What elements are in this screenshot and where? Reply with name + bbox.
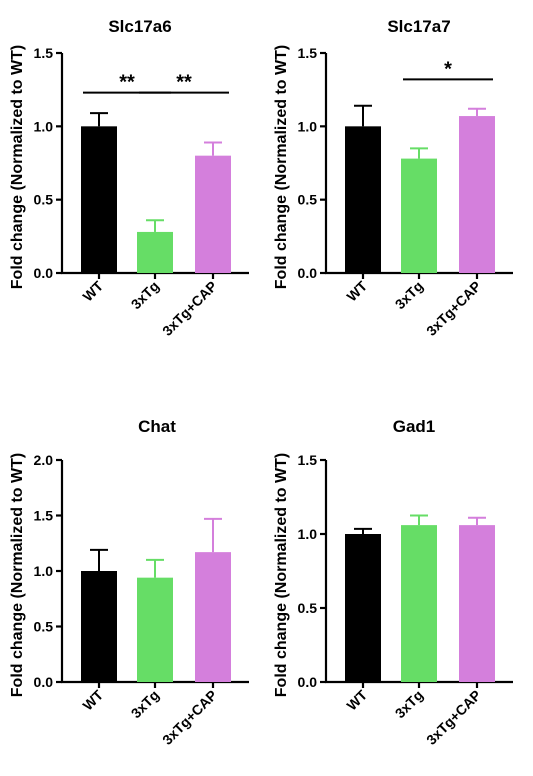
y-tick-label: 1.5 bbox=[298, 45, 318, 61]
significance-label: * bbox=[444, 58, 452, 80]
x-tick-label: 3xTg+CAP bbox=[159, 278, 220, 339]
bar-3xTg bbox=[401, 158, 437, 273]
bar-3xTg+CAP bbox=[459, 116, 495, 273]
y-tick-label: 1.5 bbox=[298, 452, 318, 468]
bar-WT bbox=[345, 126, 381, 273]
chart-panel-0: Slc17a6 Fold change (Normalized to WT) 0.0… bbox=[9, 17, 249, 339]
y-tick-label: 1.0 bbox=[34, 118, 54, 134]
x-tick-label: 3xTg+CAP bbox=[423, 687, 484, 748]
bar-WT bbox=[81, 126, 117, 273]
y-axis-label: Fold change (Normalized to WT) bbox=[9, 453, 26, 697]
bar-3xTg bbox=[137, 231, 173, 273]
y-axis-label: Fold change (Normalized to WT) bbox=[273, 453, 290, 697]
y-tick-label: 1.5 bbox=[34, 45, 54, 61]
x-tick-label: 3xTg+CAP bbox=[423, 278, 484, 339]
y-tick-label: 0.5 bbox=[34, 619, 54, 635]
y-tick-label: 0.5 bbox=[298, 600, 318, 616]
y-tick-label: 2.0 bbox=[34, 452, 54, 468]
y-tick-label: 0.5 bbox=[298, 192, 318, 208]
chart-panel-1: Slc17a7 Fold change (Normalized to WT) 0.0… bbox=[273, 17, 513, 339]
bar-3xTg+CAP bbox=[195, 552, 231, 682]
y-tick-label: 0.0 bbox=[34, 674, 54, 690]
y-tick-label: 1.0 bbox=[34, 563, 54, 579]
y-axis-label: Fold change (Normalized to WT) bbox=[273, 45, 290, 289]
y-axis-label: Fold change (Normalized to WT) bbox=[9, 45, 26, 289]
chart-panel-2: Chat Fold change (Normalized to WT) 0.0 0.5… bbox=[9, 417, 249, 748]
chart-title: Gad1 bbox=[393, 417, 436, 436]
x-tick-label: 3xTg+CAP bbox=[159, 687, 220, 748]
bar-3xTg+CAP bbox=[459, 525, 495, 682]
bar-WT bbox=[345, 534, 381, 682]
y-tick-label: 0.0 bbox=[34, 265, 54, 281]
significance-label: ** bbox=[176, 72, 192, 94]
bar-3xTg bbox=[401, 525, 437, 682]
bar-WT bbox=[81, 571, 117, 682]
chart-title: Slc17a7 bbox=[387, 17, 450, 36]
y-tick-label: 0.0 bbox=[298, 674, 318, 690]
x-tick-label: 3xTg bbox=[128, 687, 162, 721]
x-tick-label: 3xTg bbox=[392, 687, 426, 721]
y-tick-label: 1.0 bbox=[298, 526, 318, 542]
y-tick-label: 1.5 bbox=[34, 508, 54, 524]
bar-3xTg bbox=[137, 577, 173, 682]
x-tick-label: 3xTg bbox=[128, 278, 162, 312]
x-tick-label: WT bbox=[343, 686, 370, 713]
chart-title: Chat bbox=[138, 417, 176, 436]
x-tick-label: 3xTg bbox=[392, 278, 426, 312]
x-tick-label: WT bbox=[79, 686, 106, 713]
y-tick-label: 0.0 bbox=[298, 265, 318, 281]
bar-3xTg+CAP bbox=[195, 155, 231, 273]
chart-panel-3: Gad1 Fold change (Normalized to WT) 0.0 0.5… bbox=[273, 417, 513, 748]
significance-label: ** bbox=[119, 72, 135, 94]
x-tick-label: WT bbox=[79, 277, 106, 304]
x-tick-label: WT bbox=[343, 277, 370, 304]
chart-title: Slc17a6 bbox=[108, 17, 171, 36]
y-tick-label: 0.5 bbox=[34, 192, 54, 208]
y-tick-label: 1.0 bbox=[298, 118, 318, 134]
